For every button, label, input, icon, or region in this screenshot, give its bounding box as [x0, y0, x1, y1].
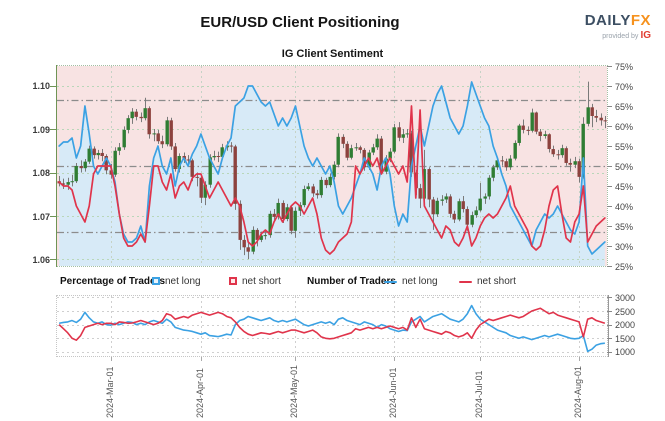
x-axis-date-label: 2024-Jul-01 — [474, 370, 485, 418]
price-tick-label: 1.10 — [32, 81, 50, 92]
x-axis-date-label: 2024-Aug-01 — [573, 365, 584, 418]
page-title: EUR/USD Client Positioning — [200, 14, 400, 31]
price-tick-label: 1.09 — [32, 124, 50, 135]
legend-pct-title: Percentage of Traders — [60, 276, 166, 287]
x-axis-date-label: 2024-Jun-01 — [388, 367, 399, 418]
legend-count-net-short-label: net short — [477, 276, 516, 287]
count-tick-label: 2000 — [615, 320, 636, 331]
count-tick-mark — [607, 297, 612, 299]
percent-tick-mark — [607, 186, 612, 187]
dailyfx-logo: DAILYFX provided by IG — [585, 13, 651, 41]
price-tick-mark — [50, 85, 56, 87]
percent-tick-label: 70% — [615, 81, 634, 92]
x-axis-date-label: 2024-Apr-01 — [194, 367, 205, 418]
percent-tick-label: 55% — [615, 141, 634, 152]
percent-tick-mark — [607, 146, 612, 147]
x-axis-date-label: 2024-May-01 — [289, 364, 300, 418]
percent-tick-label: 60% — [615, 121, 634, 132]
trader-count-chart — [56, 295, 608, 357]
price-tick-mark — [50, 129, 56, 131]
sub-right-axis — [608, 295, 609, 357]
percent-tick-mark — [607, 206, 612, 207]
count-tick-label: 1000 — [615, 347, 636, 358]
x-axis-tick-mark — [110, 357, 112, 361]
percent-tick-label: 45% — [615, 181, 634, 192]
net-short-line-icon — [459, 281, 472, 283]
x-axis-tick-mark — [480, 357, 482, 361]
price-tick-mark — [50, 172, 56, 174]
logo-fx-text: FX — [630, 12, 651, 29]
main-chart-canvas — [57, 66, 607, 266]
count-tick-label: 3000 — [615, 292, 636, 303]
x-axis-tick-mark — [579, 357, 581, 361]
x-axis-tick-mark — [295, 357, 297, 361]
percent-tick-label: 65% — [615, 101, 634, 112]
logo-provided-by: provided by IG — [602, 30, 651, 41]
legend-count-net-long-label: net long — [402, 276, 438, 287]
net-long-line-icon — [384, 281, 397, 283]
percent-tick-label: 25% — [615, 261, 634, 272]
chart-subtitle: IG Client Sentiment — [281, 48, 384, 60]
count-tick-mark — [607, 324, 612, 326]
count-tick-label: 1500 — [615, 333, 636, 344]
x-axis-tick-mark — [394, 357, 396, 361]
price-tick-label: 1.06 — [32, 254, 50, 265]
price-tick-mark — [50, 259, 56, 261]
percent-tick-mark — [607, 106, 612, 107]
percent-tick-mark — [607, 266, 612, 267]
x-axis-date-label: 2024-Mar-01 — [104, 366, 115, 418]
percent-tick-mark — [607, 166, 612, 167]
percent-tick-mark — [607, 66, 612, 67]
count-tick-mark — [607, 338, 612, 340]
dailyfx-wordmark: DAILYFX — [585, 13, 651, 28]
logo-daily-text: DAILY — [584, 12, 631, 29]
ig-logo: IG — [640, 30, 651, 41]
price-tick-mark — [50, 216, 56, 217]
percent-tick-label: 75% — [615, 61, 634, 72]
percent-tick-mark — [607, 226, 612, 227]
percent-tick-label: 40% — [615, 201, 634, 212]
x-axis-tick-mark — [200, 357, 202, 361]
main-price-sentiment-chart — [56, 65, 608, 267]
percent-tick-label: 50% — [615, 161, 634, 172]
percent-tick-mark — [607, 86, 612, 87]
net-long-swatch-icon — [152, 277, 160, 285]
price-tick-label: 1.07 — [32, 211, 50, 222]
legend-count-title: Number of Traders — [307, 276, 396, 287]
legend-net-short-label: net short — [242, 276, 281, 287]
percent-tick-mark — [607, 246, 612, 247]
count-tick-mark — [607, 311, 612, 312]
price-tick-label: 1.08 — [32, 168, 50, 179]
percent-tick-label: 30% — [615, 241, 634, 252]
percent-tick-label: 35% — [615, 221, 634, 232]
main-left-axis — [56, 65, 57, 267]
count-tick-mark — [607, 351, 612, 353]
legend: Percentage of Traders net long net short… — [0, 276, 665, 290]
count-tick-label: 2500 — [615, 306, 636, 317]
legend-net-long-label: net long — [165, 276, 201, 287]
percent-tick-mark — [607, 126, 612, 127]
net-short-swatch-icon — [229, 277, 237, 285]
sub-chart-canvas — [57, 296, 607, 356]
